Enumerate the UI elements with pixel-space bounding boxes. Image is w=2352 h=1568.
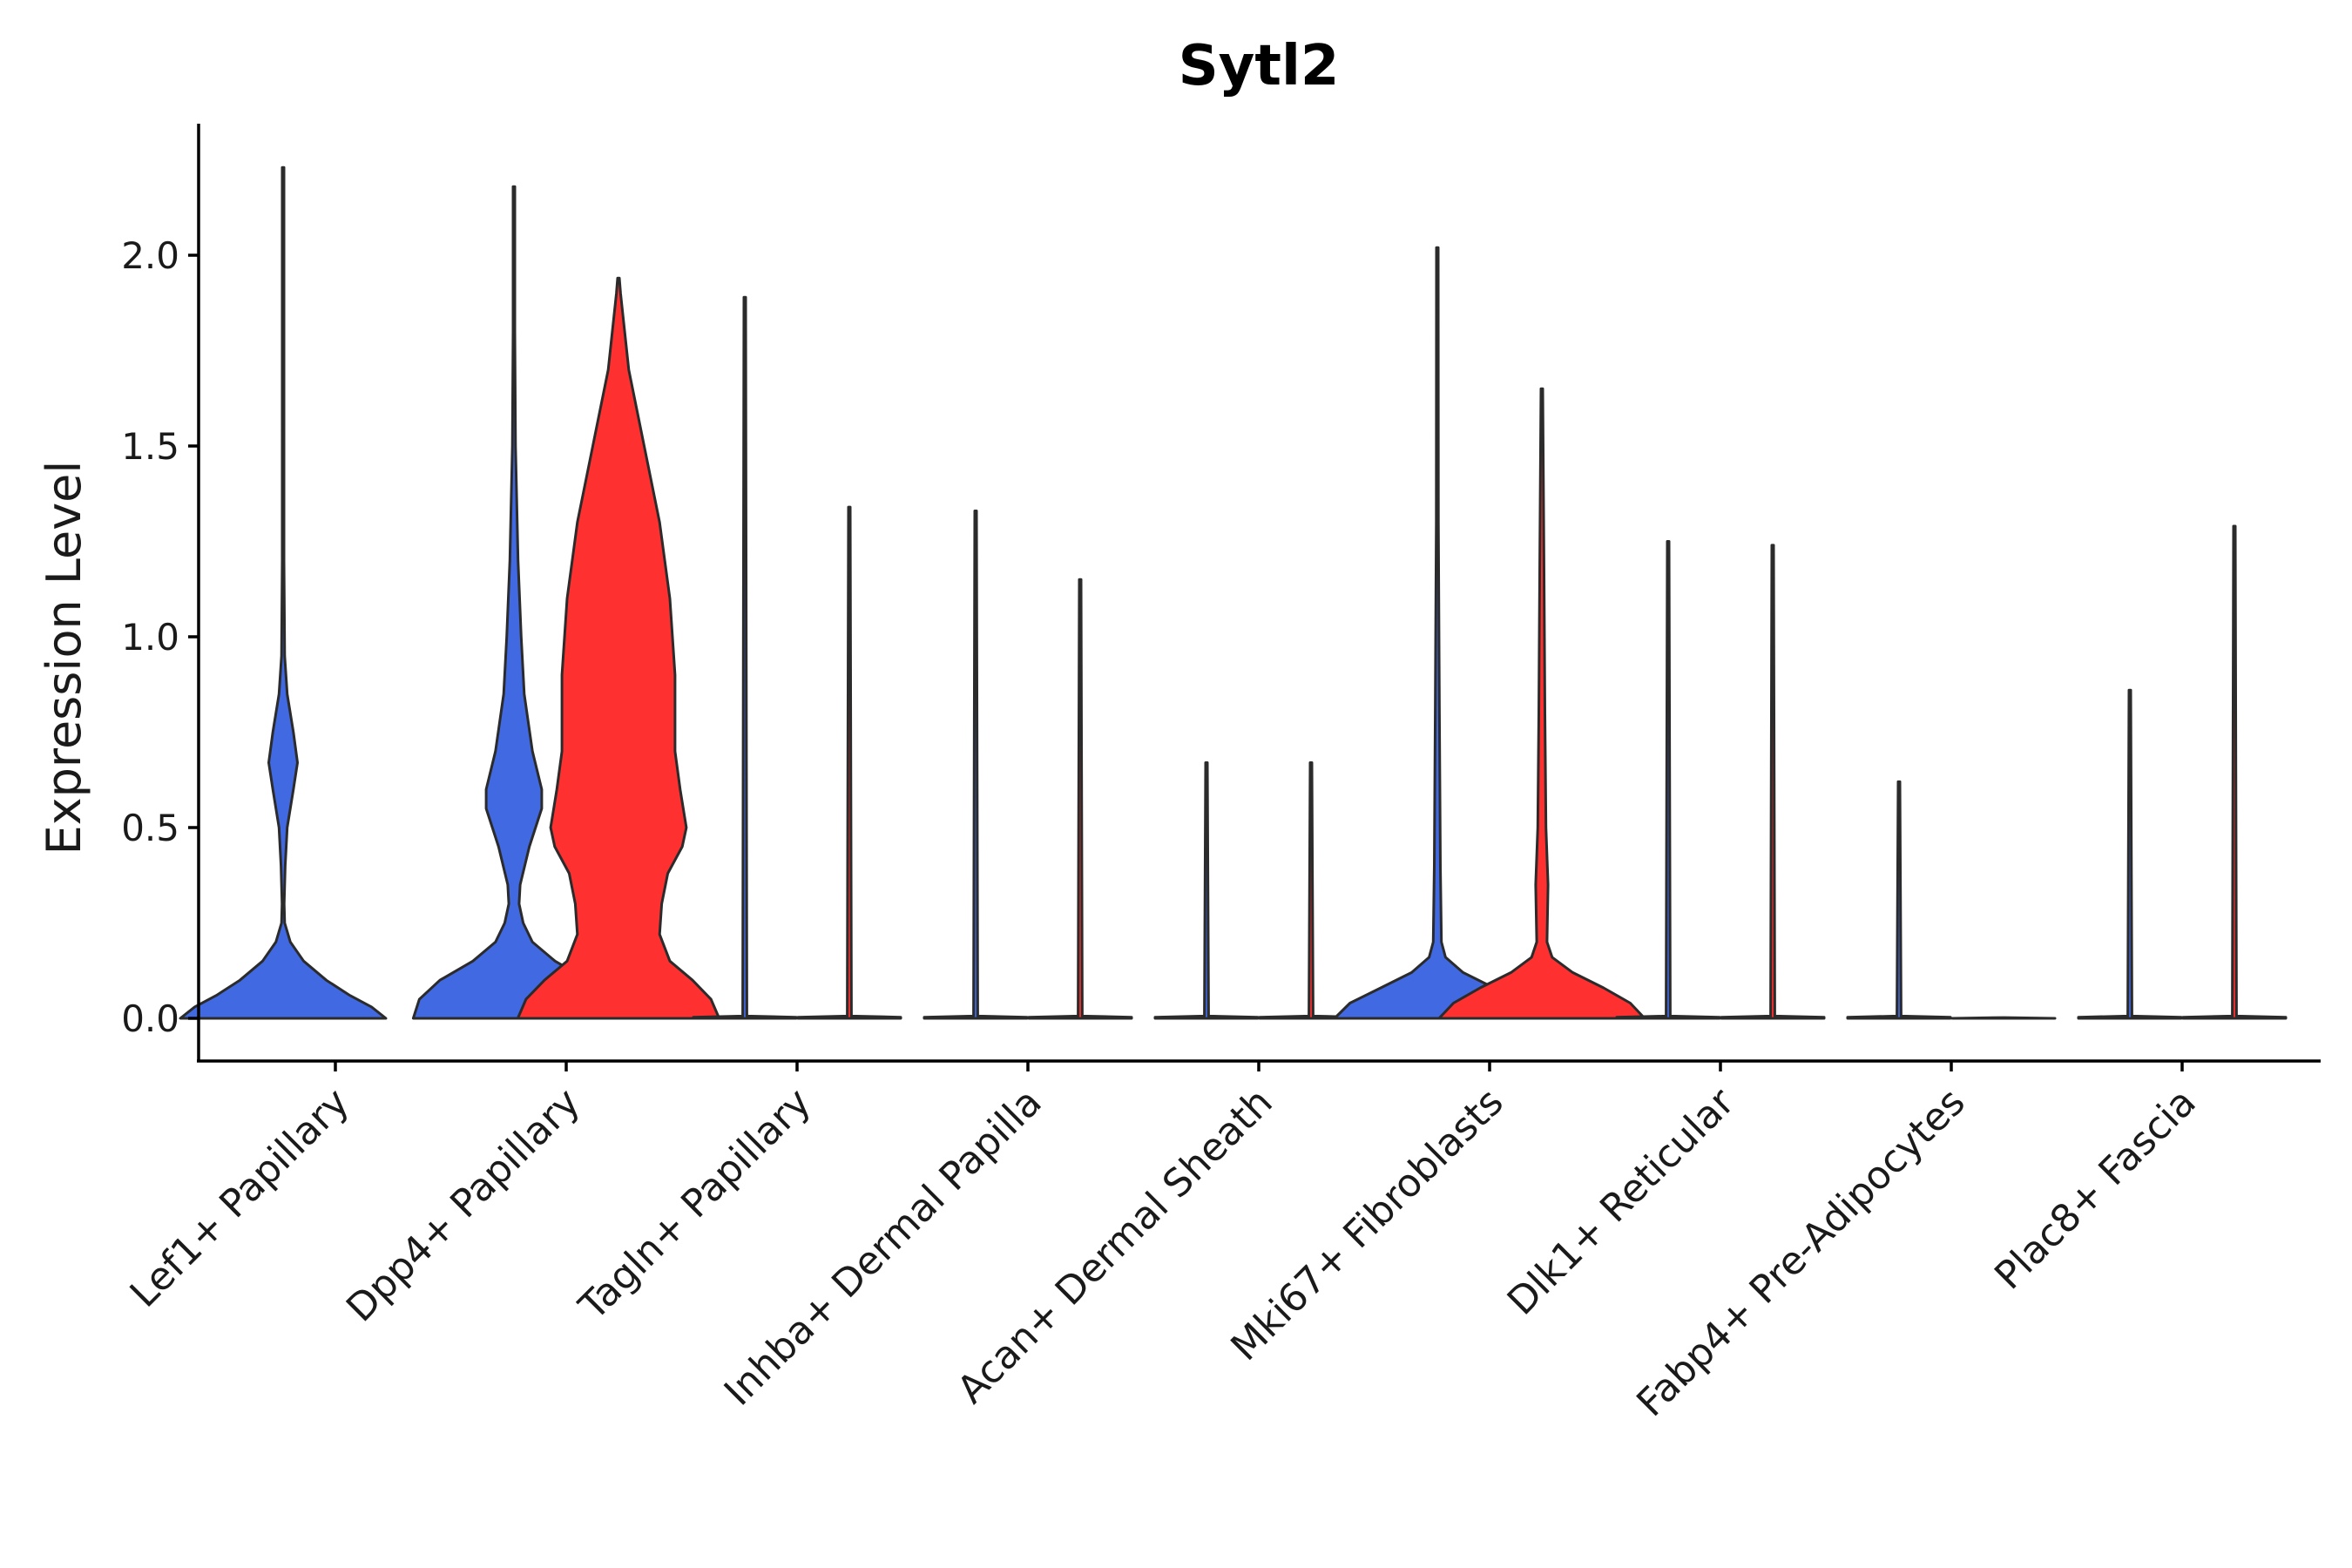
violin-red-2 (796, 505, 902, 1020)
y-tick-label: 1.0 (121, 616, 179, 659)
violin-blue-5 (1333, 246, 1542, 1020)
x-tick-label: Dpp4+ Papillary (338, 1080, 589, 1331)
violin-blue-6 (1615, 540, 1721, 1020)
violin-blue-8 (2077, 688, 2183, 1020)
violin-red-7 (1950, 1016, 2057, 1020)
violin-blue-7 (1846, 780, 1952, 1020)
violins-group (179, 166, 2288, 1020)
violin-red-1 (516, 276, 721, 1020)
violin-blue-2 (692, 295, 798, 1020)
violin-red-3 (1027, 578, 1133, 1020)
y-tick-label: 2.0 (121, 234, 179, 277)
y-axis-label: Expression Level (37, 461, 91, 855)
y-tick-label: 1.5 (121, 425, 179, 468)
x-tick-label: Plac8+ Fascia (1986, 1080, 2205, 1299)
x-tick-label: Tagln+ Papillary (571, 1080, 820, 1329)
violin-red-6 (1720, 544, 1826, 1020)
y-tick-label: 0.5 (121, 807, 179, 849)
violin-blue-1 (411, 185, 617, 1020)
violin-blue-0 (179, 166, 388, 1020)
chart-title: Sytl2 (1179, 34, 1340, 98)
violin-red-5 (1437, 387, 1646, 1020)
y-ticks-group: 0.0 0.5 1.0 1.5 2.0 (121, 234, 199, 1040)
violin-red-8 (2181, 524, 2288, 1020)
violin-blue-4 (1153, 761, 1260, 1020)
y-tick-label: 0.0 (121, 997, 179, 1040)
violin-red-4 (1258, 761, 1364, 1020)
x-tick-label: Lef1+ Papillary (122, 1080, 358, 1316)
x-tick-label: Dlk1+ Reticular (1499, 1079, 1744, 1324)
violin-blue-3 (923, 510, 1029, 1020)
